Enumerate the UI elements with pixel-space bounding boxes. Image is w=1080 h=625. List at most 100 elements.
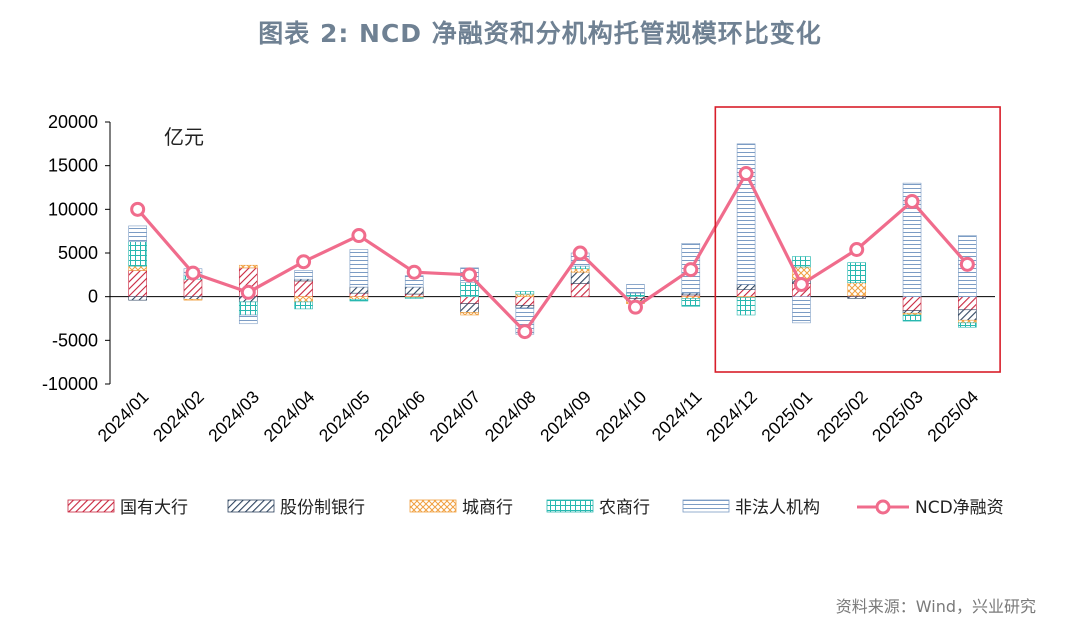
legend-label: 国有大行 <box>120 498 188 518</box>
bar-segment <box>128 296 147 301</box>
bar-segment <box>460 282 479 297</box>
bar-segment <box>847 262 867 283</box>
bar-segment <box>792 296 811 324</box>
x-tick-label: 2024/04 <box>260 387 319 446</box>
line-point <box>793 276 809 292</box>
bar-segment <box>902 314 922 322</box>
bar-segment <box>515 305 535 309</box>
bar-segment <box>238 314 258 325</box>
bar-segment <box>570 283 590 297</box>
bar-segment <box>128 225 147 242</box>
bar-segment <box>404 297 424 299</box>
legend: 国有大行 股份制银行 城商行 农商行 非法人机构 NCD净融资 <box>67 498 1004 518</box>
x-tick-label: 2024/12 <box>702 387 761 446</box>
bar-segment <box>294 301 313 310</box>
bar-segment <box>626 292 645 297</box>
x-tick-label: 2024/08 <box>481 387 540 446</box>
x-tick-label: 2025/04 <box>923 387 982 446</box>
bar-segment <box>902 182 922 297</box>
bar-segment <box>128 270 147 297</box>
bar-segment <box>349 296 369 300</box>
bar-segment <box>958 309 977 321</box>
unit-label: 亿元 <box>164 125 204 149</box>
y-tick-label: -5000 <box>52 330 98 350</box>
bar-segment <box>736 289 756 297</box>
x-tick-label: 2024/10 <box>591 387 650 446</box>
line-point <box>517 324 533 340</box>
legend-swatch <box>227 499 275 513</box>
bar-segment <box>238 264 258 269</box>
x-tick-label: 2024/07 <box>425 387 484 446</box>
legend-label: 股份制银行 <box>280 498 365 518</box>
legend-label: 农商行 <box>599 498 650 518</box>
line-point <box>185 265 201 281</box>
bar-segment <box>294 270 313 280</box>
y-tick-label: 5000 <box>58 243 98 263</box>
line-point <box>683 262 699 278</box>
bar-segment <box>958 319 977 324</box>
bar-segment <box>128 265 147 271</box>
bar-segment <box>736 284 756 290</box>
bar-segment <box>515 296 535 306</box>
x-tick-label: 2024/02 <box>149 387 208 446</box>
line-point <box>462 267 478 283</box>
y-tick-label: 10000 <box>48 199 98 219</box>
x-tick-label: 2025/01 <box>757 387 816 446</box>
legend-label: 非法人机构 <box>735 498 820 518</box>
bar-segment <box>460 303 479 313</box>
line-point <box>627 299 643 315</box>
legend-marker <box>875 499 891 515</box>
x-tick-label: 2024/01 <box>94 387 153 446</box>
line-point <box>240 284 256 300</box>
bar-segment <box>515 291 535 295</box>
x-tick-label: 2025/03 <box>868 387 927 446</box>
y-tick-label: -10000 <box>42 374 98 394</box>
bar-segment <box>238 301 258 316</box>
bar-segment <box>460 312 479 316</box>
series-line <box>136 171 969 334</box>
y-tick-label: 20000 <box>48 112 98 132</box>
source-note: 资料来源：Wind，兴业研究 <box>835 597 1036 616</box>
bar-segment <box>681 298 701 307</box>
bar-segment <box>294 296 313 303</box>
bar-segment <box>570 268 590 273</box>
bar-segment <box>570 265 590 270</box>
line-point <box>572 245 588 261</box>
bar-segment <box>349 298 369 302</box>
bar-segment <box>404 293 424 297</box>
bar-segment <box>294 280 313 297</box>
x-tick-label: 2024/06 <box>370 387 429 446</box>
bar-segment <box>902 310 922 314</box>
bar-segment <box>626 284 645 294</box>
legend-label: 城商行 <box>462 498 513 518</box>
x-tick-label: 2025/02 <box>813 387 872 446</box>
y-tick-label: 15000 <box>48 156 98 176</box>
bar-segment <box>460 296 479 304</box>
line-point <box>849 242 865 258</box>
bar-segment <box>404 286 424 295</box>
bar-segment <box>128 241 147 267</box>
legend-swatch <box>546 499 594 513</box>
bar-segment <box>736 143 756 285</box>
highlight-box <box>714 106 1001 373</box>
bar-segment <box>570 271 590 284</box>
line-point <box>351 228 367 244</box>
legend-swatch <box>682 499 730 513</box>
bar-segment <box>847 282 867 297</box>
line-point <box>406 264 422 280</box>
bar-segment <box>183 278 203 297</box>
x-tick-label: 2024/05 <box>315 387 374 446</box>
x-tick-label: 2024/09 <box>536 387 595 446</box>
bar-segment <box>958 322 977 328</box>
x-tick-label: 2024/11 <box>648 387 706 445</box>
legend-swatch <box>409 499 457 513</box>
bar-segment <box>183 298 203 301</box>
line-point <box>130 201 146 217</box>
line-point <box>296 254 312 270</box>
bar-segment <box>847 296 867 299</box>
bar-stacks <box>128 143 977 335</box>
bar-segment <box>183 296 203 300</box>
bar-segment <box>902 296 922 311</box>
bar-segment <box>349 249 369 288</box>
